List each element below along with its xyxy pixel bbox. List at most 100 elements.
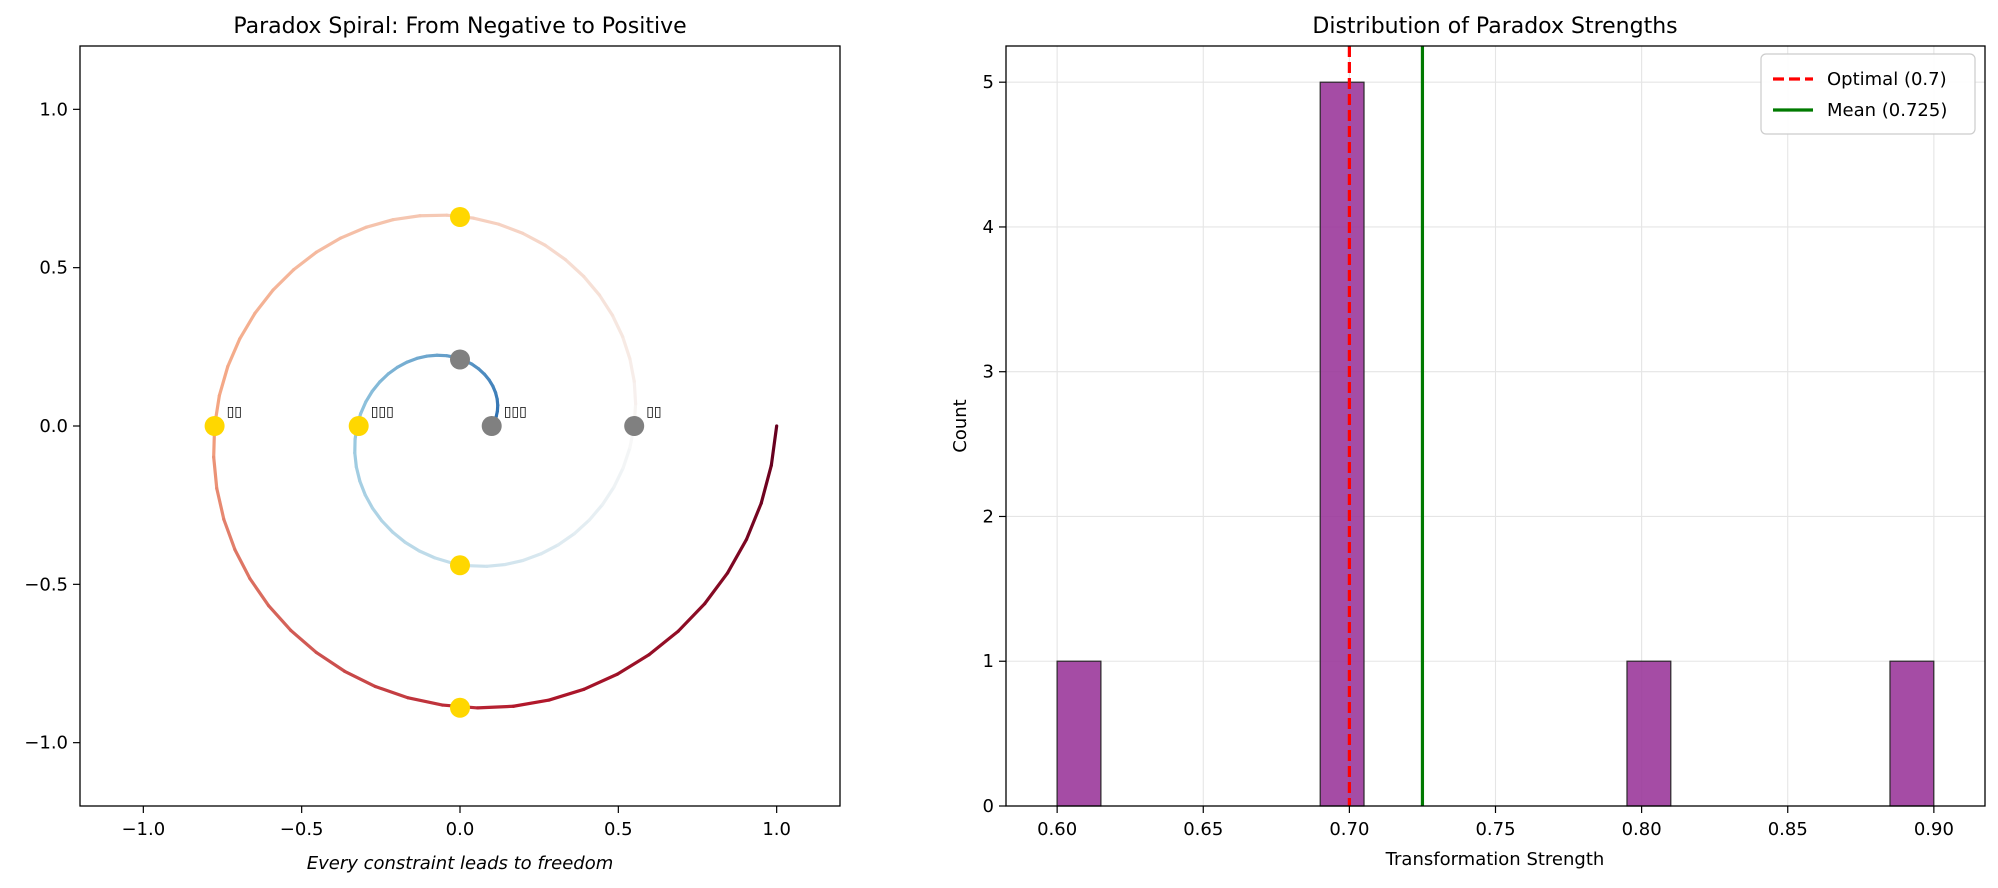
- spiral-segment: [563, 258, 586, 279]
- spiral-segment: [370, 506, 384, 523]
- spiral-segment: [476, 704, 516, 710]
- spiral-segment: [238, 311, 257, 341]
- spiral-segment: [521, 231, 547, 247]
- y-tick-label: 0.5: [39, 258, 68, 279]
- histogram-bar: [1319, 81, 1365, 807]
- histogram-bar: [1056, 660, 1102, 807]
- x-tick-label: 0.0: [446, 819, 475, 840]
- spiral-segment: [676, 602, 707, 633]
- y-tick-label: 4: [983, 217, 994, 238]
- y-tick-label: 3: [983, 362, 994, 383]
- x-tick-label: 0.75: [1475, 819, 1515, 840]
- spiral-segment: [403, 540, 421, 553]
- spiral-segment: [759, 463, 773, 505]
- spiral-segment: [547, 687, 586, 702]
- spiral-plot-frame: [79, 45, 841, 807]
- spiral-segment: [415, 354, 429, 360]
- histogram-bar: [1889, 660, 1935, 807]
- y-tick-label: −0.5: [24, 574, 68, 595]
- histogram-panel: Distribution of Paradox Strengths 0.60 0.…: [950, 14, 1986, 870]
- spiral-segment: [248, 577, 271, 608]
- spiral-segment: [358, 479, 367, 497]
- spiral-segment: [373, 684, 410, 700]
- legend-entry: Mean (0.725): [1827, 100, 1947, 121]
- spiral-segment: [587, 502, 605, 522]
- spiral-segment: [467, 564, 489, 568]
- spiral-marker-label: ▯▯▯: [504, 404, 527, 420]
- spiral-segment: [582, 274, 602, 297]
- spiral-marker-label: ▯▯: [646, 404, 661, 420]
- spiral-segment: [364, 218, 395, 229]
- histogram-bars: [1056, 81, 1935, 807]
- spiral-marker: [450, 555, 470, 576]
- histogram-bar: [1626, 660, 1672, 807]
- x-tick-label: 0.80: [1622, 819, 1662, 840]
- spiral-caption: Every constraint leads to freedom: [307, 853, 614, 874]
- spiral-marker-label: ▯▯: [227, 404, 242, 420]
- spiral-segment: [433, 556, 453, 565]
- spiral-segment: [418, 213, 449, 218]
- y-tick-label: 1: [983, 651, 994, 672]
- spiral-segment: [425, 353, 439, 358]
- x-tick-label: 0.65: [1183, 819, 1223, 840]
- spiral-segment: [647, 629, 680, 657]
- spiral-segment: [621, 335, 632, 361]
- spiral-marker-label: ▯▯▯: [371, 404, 394, 420]
- spiral-segment: [703, 571, 730, 606]
- spiral-segment: [406, 696, 445, 707]
- spiral-marker: [450, 349, 470, 370]
- spiral-title: Paradox Spiral: From Negative to Positiv…: [233, 14, 686, 39]
- spiral-segment: [391, 530, 407, 544]
- spiral-segment: [744, 501, 763, 542]
- spiral-segment: [314, 236, 343, 254]
- spiral-segment: [539, 543, 560, 556]
- spiral-segment: [386, 365, 400, 376]
- y-tick-label: 5: [983, 72, 994, 93]
- legend-box: [1760, 53, 1976, 135]
- spiral-segment: [364, 389, 374, 404]
- spiral-segment: [543, 243, 568, 262]
- spiral-segment: [217, 364, 230, 398]
- spiral-marker: [450, 697, 470, 718]
- spiral-segment: [612, 466, 625, 489]
- y-tick-label: 1.0: [39, 99, 68, 120]
- spiral-segment: [339, 225, 369, 240]
- histogram-xlabel: Transformation Strength: [1385, 849, 1605, 870]
- spiral-segment: [233, 548, 252, 581]
- x-tick-label: −1.0: [121, 819, 165, 840]
- spiral-axis-ticks: −1.0 −0.5 0.0 0.5 1.0 −1.0 −0.5 0.0 0.5 1.0: [24, 99, 791, 840]
- histogram-axis-ticks: 0.60 0.65 0.70 0.75 0.80 0.85 0.90 0 1 2 3 4 5: [983, 72, 1954, 840]
- spiral-segment: [391, 214, 422, 222]
- spiral-segment: [628, 357, 636, 383]
- spiral-segment: [378, 372, 390, 384]
- spiral-marker: [348, 416, 369, 436]
- histogram-plot-frame: [1005, 45, 1986, 807]
- spiral-segment: [725, 537, 749, 575]
- x-tick-label: 0.90: [1914, 819, 1954, 840]
- spiral-segment: [291, 250, 318, 272]
- spiral-segment: [417, 549, 437, 560]
- spiral-segment: [471, 216, 501, 226]
- histogram-grid: [1006, 46, 1985, 807]
- spiral-segment: [363, 493, 375, 510]
- x-tick-label: −0.5: [280, 819, 324, 840]
- spiral-segment: [503, 558, 525, 567]
- spiral-markers: ▯▯▯▯▯▯ ▯▯▯▯: [204, 207, 662, 718]
- spiral-segment: [359, 400, 368, 416]
- spiral-segment: [556, 531, 577, 547]
- spiral-segment: [521, 552, 543, 562]
- y-tick-label: 2: [983, 506, 994, 527]
- spiral-segment: [253, 288, 275, 315]
- spiral-segment: [289, 628, 318, 655]
- spiral-segment: [582, 672, 620, 691]
- spiral-segment: [271, 268, 296, 292]
- spiral-segment: [496, 222, 525, 235]
- x-tick-label: 0.85: [1768, 819, 1808, 840]
- histogram-title: Distribution of Paradox Strengths: [1312, 14, 1677, 39]
- spiral-segment: [314, 650, 347, 673]
- x-tick-label: 0.70: [1329, 819, 1369, 840]
- spiral-segment: [370, 380, 382, 393]
- x-tick-label: 0.5: [604, 819, 633, 840]
- y-tick-label: 0: [983, 796, 994, 817]
- spiral-segment: [395, 360, 409, 369]
